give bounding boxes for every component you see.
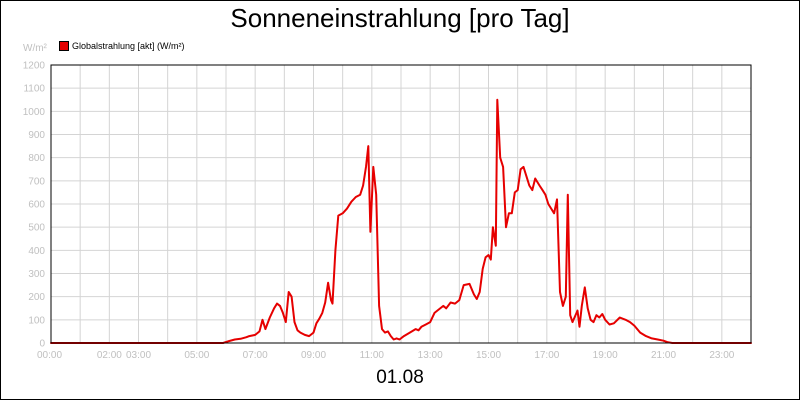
x-tick-label: 03:00 xyxy=(126,350,151,361)
y-tick-label: 800 xyxy=(28,153,45,164)
x-tick-label: 21:00 xyxy=(651,350,676,361)
plot-border xyxy=(50,64,752,344)
y-tick-label: 900 xyxy=(28,130,45,141)
x-tick-label: 02:00 xyxy=(97,350,122,361)
y-tick-label: 0 xyxy=(39,339,45,350)
y-tick-label: 1100 xyxy=(23,84,45,95)
y-tick-label: 1200 xyxy=(23,61,46,72)
x-tick-label: 19:00 xyxy=(593,350,618,361)
y-tick-label: 700 xyxy=(28,176,45,187)
x-tick-label: 17:00 xyxy=(534,350,559,361)
y-tick-labels: 0 100 200 300 400 500 600 700 800 900 1000 1100 1200 xyxy=(23,61,46,350)
y-tick-label: 300 xyxy=(28,269,45,280)
y-axis-unit-label: W/m² xyxy=(23,43,48,54)
x-tick-label: 05:00 xyxy=(184,350,209,361)
y-tick-label: 400 xyxy=(28,246,45,257)
y-tick-label: 1000 xyxy=(23,107,46,118)
y-tick-label: 500 xyxy=(28,223,45,234)
y-tick-label: 200 xyxy=(28,292,45,303)
x-tick-label: 15:00 xyxy=(476,350,501,361)
x-tick-label: 09:00 xyxy=(301,350,326,361)
legend-swatch xyxy=(59,41,69,51)
x-tick-label: 07:00 xyxy=(243,350,268,361)
x-tick-label: 00:00 xyxy=(37,350,62,361)
date-label: 01.08 xyxy=(376,367,424,388)
x-tick-label: 23:00 xyxy=(709,350,734,361)
grid-layer xyxy=(51,64,751,344)
series-line-globalstrahlung xyxy=(50,98,752,344)
legend-label: Globalstrahlung [akt] (W/m²) xyxy=(72,41,185,51)
x-tick-label: 13:00 xyxy=(418,350,443,361)
y-tick-label: 100 xyxy=(28,315,45,326)
x-tick-label: 11:00 xyxy=(360,350,385,361)
legend: Globalstrahlung [akt] (W/m²) xyxy=(59,39,185,53)
y-tick-label: 600 xyxy=(28,200,45,211)
x-tick-labels: 00:00 02:00 03:00 05:00 07:00 09:00 11:00 13:00… xyxy=(37,350,735,361)
chart-title: Sonneneinstrahlung [pro Tag] xyxy=(230,3,570,33)
